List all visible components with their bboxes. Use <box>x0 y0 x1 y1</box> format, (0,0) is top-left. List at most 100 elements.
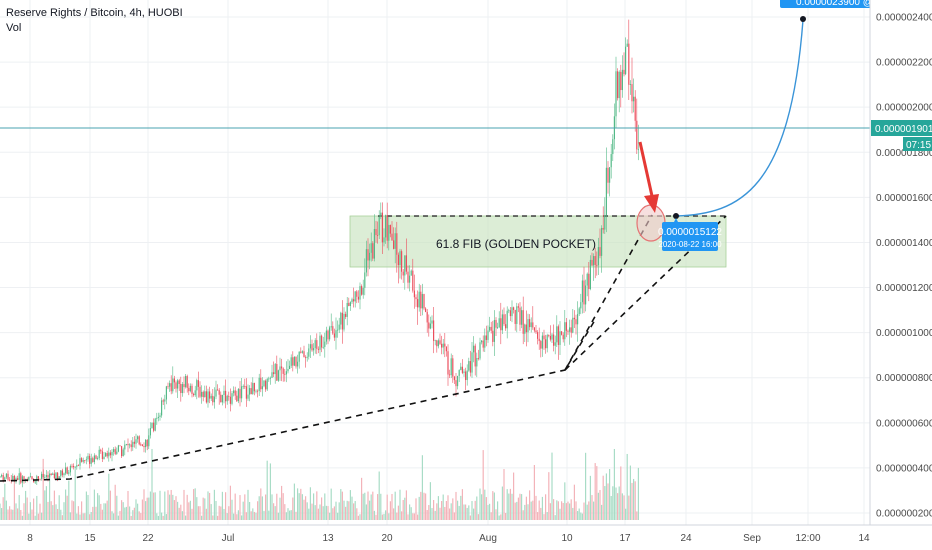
candle-body <box>277 370 279 381</box>
volume-bar <box>125 506 127 520</box>
candle-body <box>364 272 366 288</box>
volume-bar <box>279 497 281 520</box>
candle-body <box>189 385 191 392</box>
volume-bar <box>277 512 279 520</box>
candle-body <box>87 455 89 460</box>
candle-body <box>529 319 531 328</box>
volume-bar <box>191 508 193 520</box>
candle-body <box>481 340 483 343</box>
volume-bar <box>620 466 622 520</box>
volume-bar <box>309 487 311 520</box>
candle-body <box>89 455 91 464</box>
volume-bar <box>585 452 587 520</box>
candle-body <box>325 330 327 342</box>
candle-body <box>161 400 163 416</box>
candle-body <box>313 348 315 351</box>
target-tag[interactable]: 0.0000023900 @ 2020-09 <box>780 0 913 8</box>
volume-bar <box>28 513 30 520</box>
volume-bar <box>113 513 115 520</box>
volume-bar <box>399 489 401 520</box>
candle-body <box>490 326 492 331</box>
candle-body <box>337 329 339 331</box>
volume-bar <box>71 500 73 520</box>
candle-body <box>180 383 182 394</box>
volume-bar <box>47 501 49 520</box>
candle-body <box>290 357 292 366</box>
volume-bar <box>492 491 494 520</box>
volume-bar <box>215 500 217 520</box>
candle-body <box>292 357 294 366</box>
volume-bar <box>20 509 22 520</box>
x-tick-label: Aug <box>479 533 497 544</box>
volume-bar <box>295 511 297 520</box>
candle-body <box>9 479 11 481</box>
candle-body <box>503 314 505 325</box>
candle-body <box>97 458 99 459</box>
candle-body <box>95 455 97 459</box>
volume-bar <box>252 508 254 520</box>
candle-body <box>492 330 494 342</box>
candle-body <box>609 167 611 183</box>
volume-bar <box>429 482 431 520</box>
volume-bar <box>132 510 134 520</box>
volume-bar <box>114 484 116 520</box>
volume-bar <box>343 500 345 520</box>
volume-bar <box>617 493 619 520</box>
candle-body <box>149 428 151 436</box>
volume-bar <box>367 491 369 520</box>
volume-bar <box>330 488 332 520</box>
candle-body <box>215 389 217 397</box>
candle-body <box>562 334 564 340</box>
candle-body <box>4 477 6 482</box>
volume-bar <box>418 496 420 520</box>
volume-bar <box>322 506 324 520</box>
candle-body <box>631 84 633 102</box>
volume-bar <box>81 501 83 520</box>
volume-bar <box>263 510 265 520</box>
volume-bar <box>260 488 262 520</box>
last-price-label: 0.0000019017 <box>875 124 932 135</box>
volume-bar <box>226 513 228 520</box>
candle-body <box>300 351 302 353</box>
candle-body <box>500 318 502 331</box>
candle-body <box>218 390 220 395</box>
volume-bar <box>613 448 615 520</box>
volume-bar <box>607 483 609 520</box>
candle-body <box>226 395 228 402</box>
volume-bar <box>148 497 150 520</box>
volume-bar <box>77 506 79 520</box>
volume-bar <box>402 500 404 520</box>
candle-body <box>449 374 451 376</box>
volume-bar <box>556 500 558 520</box>
trendlines[interactable] <box>0 214 727 482</box>
volume-bar <box>541 496 543 520</box>
candle-body <box>362 287 364 295</box>
price-point-tag[interactable]: 0.0000015122 2020-08-22 16:00 <box>658 218 722 251</box>
volume-bar <box>457 500 459 520</box>
projection-start-point[interactable] <box>673 213 679 219</box>
candle-body <box>551 334 553 340</box>
candle-body <box>37 476 39 479</box>
candle-body <box>433 320 435 341</box>
volume-bar <box>545 494 547 520</box>
volume-bar <box>538 500 540 520</box>
candle-body <box>399 251 401 265</box>
candle-body <box>117 445 119 452</box>
candle-body <box>586 273 588 286</box>
volume-bar <box>428 505 430 520</box>
candle-body <box>234 390 236 396</box>
projection-target-point[interactable] <box>800 16 806 22</box>
volume-bar <box>82 513 84 520</box>
volume-bar <box>100 503 102 520</box>
candle-body <box>42 473 44 478</box>
candle-body <box>212 395 214 403</box>
volume-bar <box>353 503 355 520</box>
candle-body <box>60 470 62 477</box>
candle-body <box>447 351 449 375</box>
volume-bar <box>290 510 292 520</box>
time-axis[interactable]: 8 15 22 Jul 13 20 Aug 10 17 24 Sep 12:00 14 <box>0 524 932 550</box>
volume-bar <box>450 503 452 520</box>
volume-bar <box>301 494 303 520</box>
